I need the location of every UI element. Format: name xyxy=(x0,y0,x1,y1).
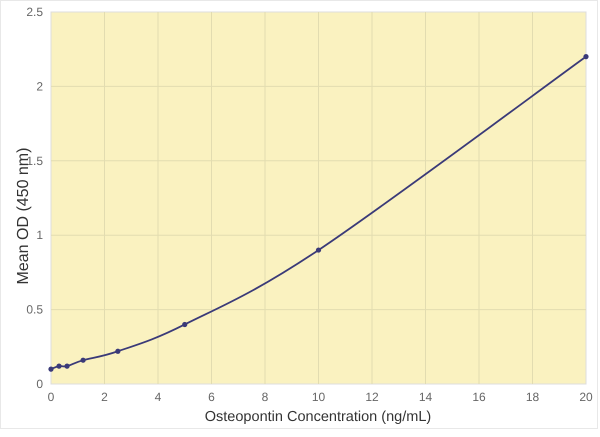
svg-text:6: 6 xyxy=(208,390,215,404)
svg-text:4: 4 xyxy=(155,390,162,404)
svg-text:0: 0 xyxy=(36,377,43,391)
svg-text:8: 8 xyxy=(262,390,269,404)
svg-text:20: 20 xyxy=(579,390,593,404)
svg-text:2: 2 xyxy=(101,390,108,404)
svg-text:2.5: 2.5 xyxy=(26,5,43,19)
svg-text:16: 16 xyxy=(472,390,486,404)
svg-text:14: 14 xyxy=(419,390,433,404)
svg-text:1: 1 xyxy=(36,228,43,242)
svg-text:0.5: 0.5 xyxy=(26,303,43,317)
svg-text:2: 2 xyxy=(36,79,43,93)
svg-text:0: 0 xyxy=(48,390,55,404)
svg-text:12: 12 xyxy=(365,390,379,404)
svg-text:18: 18 xyxy=(526,390,540,404)
svg-text:Osteopontin Concentration (ng/: Osteopontin Concentration (ng/mL) xyxy=(205,409,432,425)
svg-text:Mean OD (450 nm): Mean OD (450 nm) xyxy=(15,148,32,285)
svg-text:10: 10 xyxy=(312,390,326,404)
